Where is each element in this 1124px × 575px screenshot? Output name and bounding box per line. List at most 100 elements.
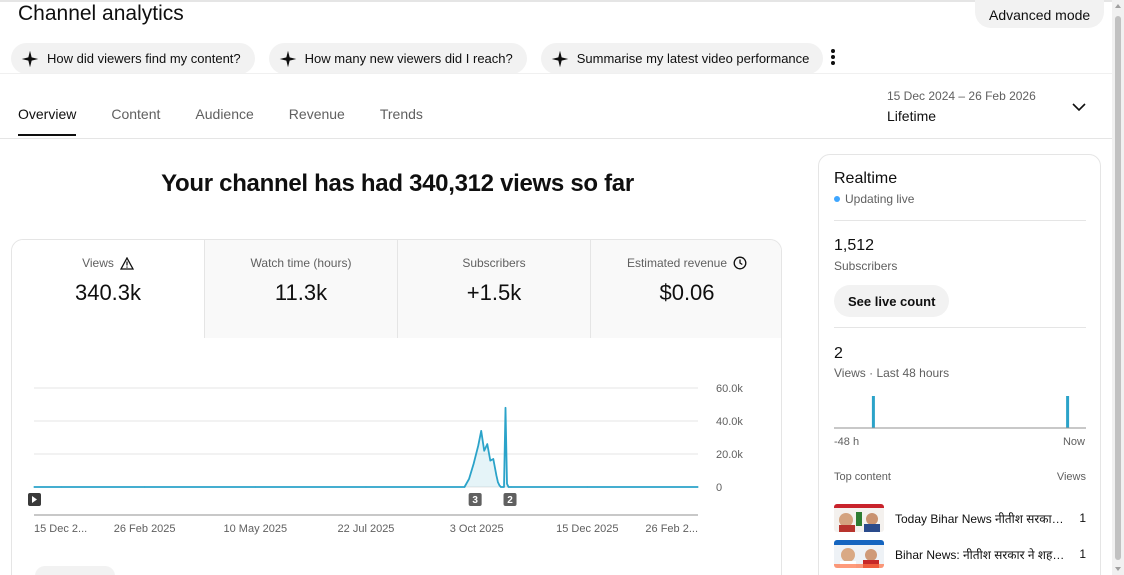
sparkle-icon bbox=[279, 50, 296, 67]
x-tick-label: 26 Feb 2... bbox=[645, 523, 698, 535]
data-point bbox=[473, 463, 475, 465]
video-title: Today Bihar News नीतीश सरकार ... bbox=[895, 511, 1065, 526]
metric-value: 11.3k bbox=[274, 280, 328, 305]
x-tick-label: 3 Oct 2025 bbox=[450, 523, 504, 535]
data-point bbox=[495, 474, 497, 477]
data-point bbox=[501, 486, 504, 488]
data-point bbox=[477, 445, 479, 447]
metric-label: Estimated revenue bbox=[626, 256, 728, 270]
tab-revenue[interactable]: Revenue bbox=[288, 106, 345, 122]
y-tick-label: 60.0k bbox=[716, 383, 743, 395]
data-point bbox=[500, 486, 502, 488]
metric-watch-time[interactable]: Watch time (hours) 11.3k bbox=[204, 240, 397, 338]
tab-overview[interactable]: Overview bbox=[18, 106, 77, 136]
metric-label: Subscribers bbox=[462, 256, 526, 270]
y-tick-label: 40.0k bbox=[716, 416, 743, 428]
data-point bbox=[498, 484, 501, 486]
see-live-count-button[interactable]: See live count bbox=[834, 285, 950, 317]
y-tick-label: 20.0k bbox=[716, 449, 743, 461]
metric-estimated-revenue[interactable]: Estimated revenue $0.06 bbox=[590, 240, 781, 338]
scrollbar-thumb[interactable] bbox=[1115, 16, 1121, 560]
data-point bbox=[506, 483, 508, 485]
play-icon bbox=[32, 496, 37, 503]
data-point bbox=[486, 443, 488, 445]
advanced-mode-label: Advanced mode bbox=[989, 7, 1091, 23]
data-point bbox=[586, 486, 588, 488]
live-dot-icon bbox=[834, 196, 840, 202]
live-status-text: Updating live bbox=[845, 192, 915, 206]
top-content-label: Top content bbox=[834, 471, 891, 483]
data-point bbox=[365, 486, 367, 488]
metric-value: +1.5k bbox=[466, 280, 522, 305]
realtime-views-count: 2 bbox=[834, 345, 843, 362]
data-point bbox=[510, 486, 513, 488]
sparkle-icon bbox=[551, 50, 568, 67]
realtime-title: Realtime bbox=[834, 170, 898, 187]
tab-trends[interactable]: Trends bbox=[379, 106, 423, 122]
data-point bbox=[483, 450, 485, 452]
x-tick-label: 10 May 2025 bbox=[224, 523, 288, 535]
data-point bbox=[480, 430, 482, 432]
tab-audience[interactable]: Audience bbox=[195, 106, 254, 122]
data-point bbox=[492, 458, 494, 460]
metric-tabs: Views 340.3k Watch time (hours) 11.3k Su… bbox=[12, 240, 781, 338]
page-scrollbar[interactable] bbox=[1112, 0, 1124, 575]
data-point bbox=[507, 486, 510, 488]
see-more-button[interactable] bbox=[35, 566, 115, 575]
divider bbox=[0, 138, 1112, 139]
divider bbox=[834, 220, 1086, 221]
top-content-item[interactable]: Bihar News: नीतीश सरकार ने शहरी ... 1 bbox=[834, 539, 1086, 569]
mini-chart-axis-end: Now bbox=[1062, 436, 1085, 448]
chip-summarise-latest-video[interactable]: Summarise my latest video performance bbox=[540, 43, 824, 74]
top-content-header: Top content Views bbox=[834, 471, 1086, 483]
metric-value: 340.3k bbox=[74, 280, 142, 305]
data-point bbox=[144, 486, 146, 488]
data-point bbox=[497, 481, 499, 483]
data-point bbox=[489, 460, 491, 462]
scroll-up-arrow-icon[interactable] bbox=[1115, 4, 1121, 8]
metric-value: $0.06 bbox=[659, 280, 715, 305]
metric-label: Views bbox=[82, 256, 114, 270]
live-status: Updating live bbox=[834, 192, 914, 206]
data-point bbox=[60, 486, 62, 488]
subscriber-label: Subscribers bbox=[834, 259, 898, 273]
views-column-label: Views bbox=[1056, 471, 1086, 483]
chip-label: Summarise my latest video performance bbox=[576, 51, 810, 66]
metric-subscribers[interactable]: Subscribers +1.5k bbox=[397, 240, 590, 338]
metrics-card: Views 340.3k Watch time (hours) 11.3k Su… bbox=[11, 239, 782, 575]
chevron-down-icon bbox=[1072, 103, 1086, 112]
scroll-down-arrow-icon[interactable] bbox=[1115, 567, 1121, 571]
data-point bbox=[504, 407, 507, 409]
video-view-count: 1 bbox=[1079, 547, 1086, 561]
more-vertical-icon[interactable] bbox=[826, 47, 840, 67]
warning-icon bbox=[119, 256, 134, 270]
page-title: Channel analytics bbox=[18, 2, 184, 25]
series-area bbox=[34, 407, 698, 487]
analytics-tabs: Overview Content Audience Revenue Trends bbox=[18, 106, 458, 136]
x-tick-label: 22 Jul 2025 bbox=[338, 523, 395, 535]
x-tick-label: 15 Dec 2025 bbox=[556, 523, 618, 535]
data-point bbox=[254, 486, 256, 488]
video-thumbnail bbox=[834, 504, 884, 532]
divider bbox=[0, 73, 1112, 74]
chip-label: How did viewers find my content? bbox=[47, 51, 241, 66]
suggestion-chips: How did viewers find my content? How man… bbox=[11, 43, 824, 74]
views-headline: Your channel has had 340,312 views so fa… bbox=[161, 170, 634, 197]
tab-content[interactable]: Content bbox=[111, 106, 161, 122]
chip-viewers-find-content[interactable]: How did viewers find my content? bbox=[11, 43, 255, 74]
video-title: Bihar News: नीतीश सरकार ने शहरी ... bbox=[895, 547, 1065, 562]
advanced-mode-button[interactable]: Advanced mode bbox=[975, 0, 1105, 28]
realtime-card: Realtime Updating live 1,512 Subscribers… bbox=[818, 154, 1101, 575]
views-line-chart: 0 20.0k 40.0k 60.0k 15 Dec 2... 26 Feb 2025 10… bbox=[28, 383, 743, 535]
video-thumbnail bbox=[834, 540, 884, 568]
top-content-item[interactable]: Today Bihar News नीतीश सरकार ... 1 bbox=[834, 503, 1086, 533]
subscriber-count: 1,512 bbox=[834, 237, 875, 254]
chip-new-viewers-reach[interactable]: How many new viewers did I reach? bbox=[268, 43, 527, 74]
realtime-views-label: Views · Last 48 hours bbox=[834, 366, 950, 380]
video-marker-label: 2 bbox=[507, 495, 513, 506]
date-range-selector[interactable]: 15 Dec 2024 – 26 Feb 2026 Lifetime bbox=[887, 89, 1097, 129]
divider bbox=[834, 327, 1086, 328]
metric-views[interactable]: Views 340.3k bbox=[12, 240, 204, 338]
date-range-label: Lifetime bbox=[887, 108, 937, 124]
clock-icon bbox=[733, 256, 747, 270]
